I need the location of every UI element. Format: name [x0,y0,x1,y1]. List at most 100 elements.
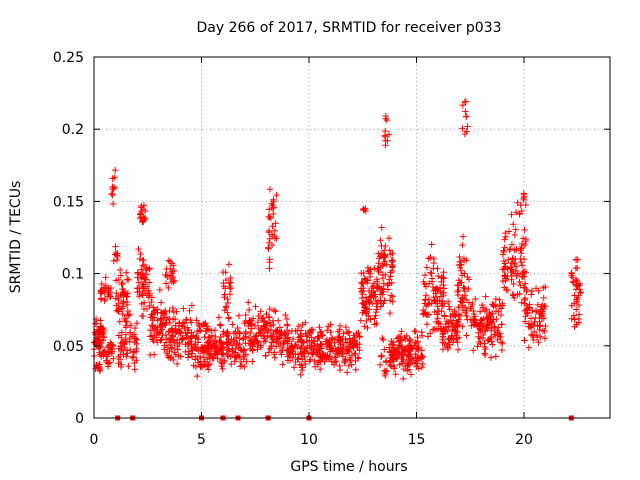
data-point [388,257,395,264]
data-point [376,291,384,298]
data-point [380,336,387,344]
data-point [382,112,389,120]
data-point [392,370,399,378]
data-point [380,280,387,287]
data-point [131,324,139,332]
data-point [179,334,187,342]
data-point [375,260,382,267]
data-point [472,295,479,303]
data-point [517,247,524,254]
data-point [568,272,575,280]
data-point [171,349,178,356]
data-point [157,315,165,322]
data-point [192,353,199,360]
data-point [487,313,495,320]
data-point [235,329,243,336]
data-point [373,276,381,283]
data-point [102,349,110,356]
data-point [336,322,344,330]
data-point [368,300,376,308]
data-point [140,257,147,264]
data-point [358,279,365,286]
data-point [222,276,230,284]
data-point [377,303,384,310]
data-point [271,227,279,234]
chart-title: Day 266 of 2017, SRMTID for receiver p03… [196,20,501,36]
data-point [456,262,463,269]
data-point [175,352,182,360]
data-point [497,339,505,346]
data-point [457,267,465,275]
data-point [484,337,492,344]
data-point [380,260,388,268]
data-point [492,353,500,360]
data-point [240,346,247,353]
data-point [233,334,240,341]
data-point [175,327,182,334]
data-point [427,269,434,276]
data-point [378,352,385,359]
data-point [383,116,391,124]
data-point [228,360,235,368]
data-point [434,272,442,280]
data-point [455,311,462,318]
data-point [215,314,223,321]
data-point [418,332,426,339]
data-point [428,278,436,285]
x-tick-label: 10 [300,432,318,448]
data-point [467,305,474,312]
data-point [326,356,334,363]
data-point [131,331,138,338]
data-point [186,307,193,314]
data-point [481,307,489,315]
y-tick-label: 0 [75,411,84,427]
data-point [525,320,533,327]
data-point [387,269,394,276]
data-point [314,333,322,340]
data-point [575,301,583,309]
data-point [501,284,508,291]
data-point [426,329,434,337]
data-point [389,298,396,305]
data-point [131,359,138,367]
data-point [169,337,177,344]
data-point [140,201,148,209]
data-point [110,185,117,192]
data-point [396,332,404,340]
data-point [574,282,582,289]
data-point [136,255,144,263]
data-point [124,290,132,297]
data-point [250,340,257,348]
data-point [168,345,176,352]
data-point [225,279,233,287]
data-point [127,322,134,329]
data-point [470,317,477,324]
data-point [126,346,134,354]
data-point [375,250,382,257]
data-point [150,351,158,358]
data-point [522,280,529,287]
data-point [314,349,321,356]
data-point [165,257,173,264]
data-point [119,299,127,307]
data-point [414,334,421,341]
data-point [334,328,342,335]
data-point [389,250,396,257]
data-point [299,321,306,328]
data-point [381,346,388,353]
data-point [490,316,497,323]
data-point [516,278,523,286]
data-point [464,123,471,130]
data-point [452,323,460,330]
data-point [459,241,466,249]
data-point [306,328,314,335]
data-point [382,137,389,144]
data-point [301,353,308,360]
data-point [361,304,368,311]
data-point [574,294,581,302]
data-point [435,319,442,327]
data-point [516,210,523,218]
data-point [115,276,123,284]
data-point [258,316,265,324]
